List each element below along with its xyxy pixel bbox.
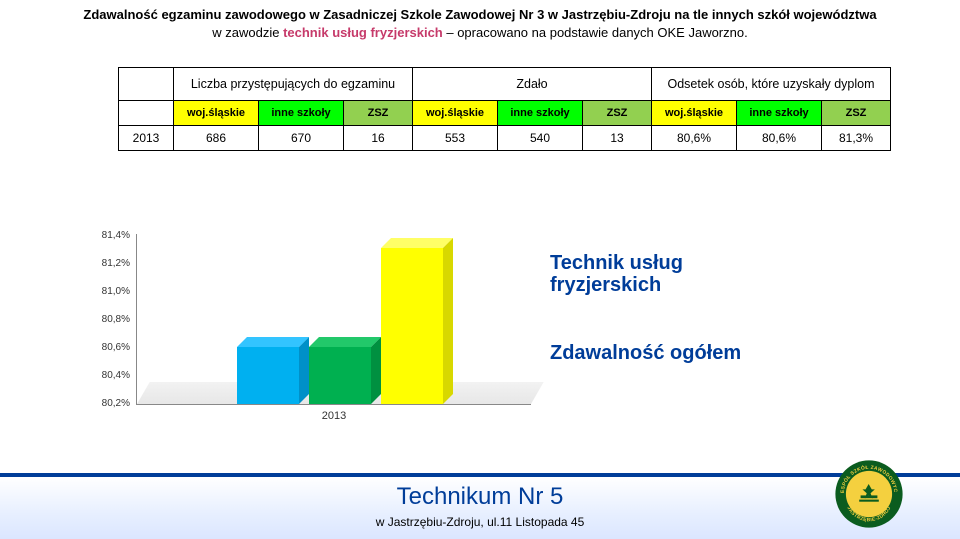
group-header-2: Zdało bbox=[413, 68, 652, 101]
sub-header: inne szkoły bbox=[737, 101, 822, 126]
cell: 13 bbox=[583, 126, 652, 151]
legend-title-1a: Technik usług bbox=[550, 252, 683, 274]
cell: 16 bbox=[344, 126, 413, 151]
y-tick: 81,4% bbox=[80, 230, 130, 241]
sub-header: woj.śląskie bbox=[174, 101, 259, 126]
group-header-3: Odsetek osób, które uzyskały dyplom bbox=[652, 68, 891, 101]
footer-subtitle: w Jastrzębiu-Zdroju, ul.11 Listopada 45 bbox=[0, 515, 960, 529]
chart-legend: Technik usług fryzjerskich Zdawalność og… bbox=[550, 252, 870, 365]
bar bbox=[381, 248, 443, 404]
cell: 81,3% bbox=[822, 126, 891, 151]
plot-area: 2013 bbox=[136, 234, 531, 405]
cell: 686 bbox=[174, 126, 259, 151]
y-axis: 80,2% 80,4% 80,6% 80,8% 81,0% 81,2% 81,4… bbox=[80, 234, 134, 404]
sub-header: ZSZ bbox=[583, 101, 652, 126]
y-tick: 80,6% bbox=[80, 342, 130, 353]
y-tick: 80,2% bbox=[80, 398, 130, 409]
summary-table: Liczba przystępujących do egzaminu Zdało… bbox=[118, 67, 960, 151]
bar bbox=[237, 347, 299, 404]
sub-header: inne szkoły bbox=[259, 101, 344, 126]
title-line1: Zdawalność egzaminu zawodowego w Zasadni… bbox=[40, 6, 920, 24]
sub-header: ZSZ bbox=[344, 101, 413, 126]
page-title: Zdawalność egzaminu zawodowego w Zasadni… bbox=[0, 0, 960, 41]
y-tick: 81,0% bbox=[80, 286, 130, 297]
table-corner-2 bbox=[119, 101, 174, 126]
title-line2-pink: technik usług fryzjerskich bbox=[283, 25, 443, 40]
title-line2-post: – opracowano na podstawie danych OKE Jaw… bbox=[443, 25, 748, 40]
group-header-1: Liczba przystępujących do egzaminu bbox=[174, 68, 413, 101]
cell: 540 bbox=[498, 126, 583, 151]
page-footer: Technikum Nr 5 w Jastrzębiu-Zdroju, ul.1… bbox=[0, 473, 960, 539]
legend-title-1: Technik usług fryzjerskich bbox=[550, 252, 870, 296]
cell: 553 bbox=[413, 126, 498, 151]
y-tick: 80,4% bbox=[80, 370, 130, 381]
sub-header: woj.śląskie bbox=[652, 101, 737, 126]
y-tick: 80,8% bbox=[80, 314, 130, 325]
y-tick: 81,2% bbox=[80, 258, 130, 269]
footer-body: Technikum Nr 5 w Jastrzębiu-Zdroju, ul.1… bbox=[0, 477, 960, 539]
bar-chart: 80,2% 80,4% 80,6% 80,8% 81,0% 81,2% 81,4… bbox=[80, 234, 880, 442]
cell: 670 bbox=[259, 126, 344, 151]
row-year: 2013 bbox=[119, 126, 174, 151]
cell: 80,6% bbox=[652, 126, 737, 151]
school-logo-icon: ZESPÓŁ SZKÓŁ ZAWODOWYCH JASTRZĘBIE-ZDRÓJ bbox=[834, 459, 904, 529]
footer-title: Technikum Nr 5 bbox=[0, 483, 960, 511]
sub-header: inne szkoły bbox=[498, 101, 583, 126]
table-corner bbox=[119, 68, 174, 101]
x-tick: 2013 bbox=[137, 410, 531, 422]
title-line2-pre: w zawodzie bbox=[212, 25, 283, 40]
legend-title-2: Zdawalność ogółem bbox=[550, 342, 870, 365]
sub-header: woj.śląskie bbox=[413, 101, 498, 126]
sub-header: ZSZ bbox=[822, 101, 891, 126]
bars-container bbox=[137, 234, 531, 404]
cell: 80,6% bbox=[737, 126, 822, 151]
bar bbox=[309, 347, 371, 404]
legend-title-1b: fryzjerskich bbox=[550, 274, 661, 296]
title-line2: w zawodzie technik usług fryzjerskich – … bbox=[40, 24, 920, 42]
